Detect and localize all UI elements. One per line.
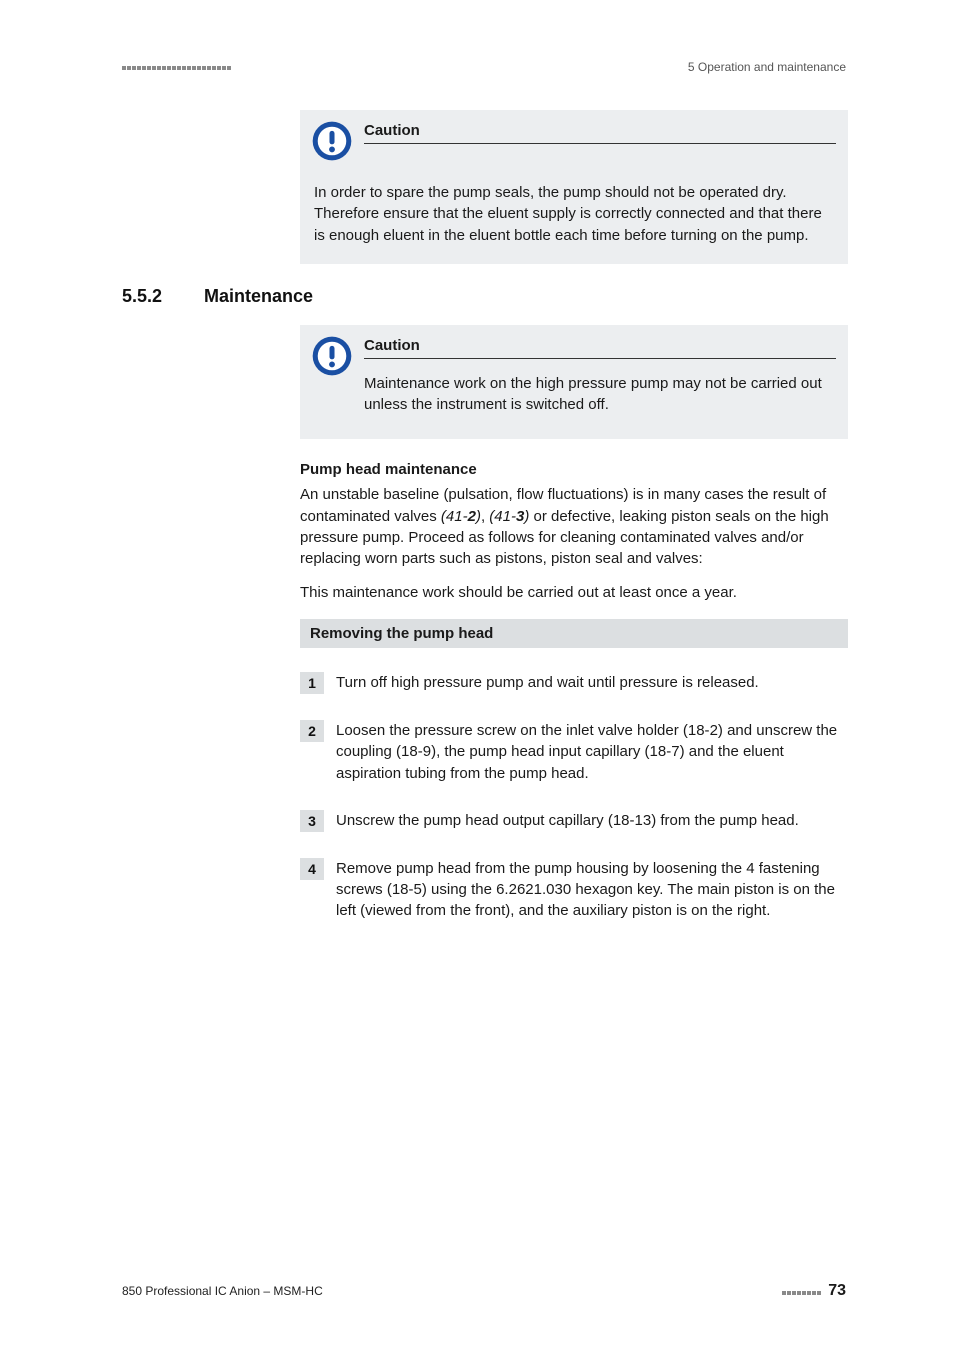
pump-head-heading: Pump head maintenance: [300, 461, 848, 478]
caution-head-2: Caution Maintenance work on the high pre…: [300, 325, 848, 426]
header-squares-left: [122, 63, 232, 72]
p1r2i: (41-: [489, 508, 516, 525]
caution-icon: [300, 118, 364, 162]
step-text-4: Remove pump head from the pump housing b…: [336, 858, 848, 922]
page-header: 5 Operation and maintenance: [122, 60, 846, 74]
page-footer: 850 Professional IC Anion – MSM-HC 73: [122, 1282, 846, 1300]
footer-left-text: 850 Professional IC Anion – MSM-HC: [122, 1284, 323, 1298]
step-4: 4 Remove pump head from the pump housing…: [300, 858, 848, 922]
s2r2i: (18-: [396, 743, 423, 760]
caution-title-2: Caution: [364, 337, 836, 359]
step-num-2: 2: [300, 720, 324, 742]
s4r1b: 5: [414, 881, 422, 898]
s2t1: Loosen the pressure screw on the inlet v…: [336, 722, 683, 739]
s3r1b: 13: [635, 812, 652, 829]
page: 5 Operation and maintenance Caution In o…: [0, 0, 954, 1350]
caution-body-2: Maintenance work on the high pressure pu…: [364, 369, 836, 420]
s2t3: , the pump head input capillary: [436, 743, 644, 760]
header-chapter-text: 5 Operation and maintenance: [688, 60, 846, 74]
content-column-2: Caution Maintenance work on the high pre…: [300, 325, 848, 922]
step-1: 1 Turn off high pressure pump and wait u…: [300, 672, 848, 694]
s3t2: from the pump head.: [656, 812, 799, 829]
p1r1b: 2: [468, 508, 476, 525]
caution2-post: .: [605, 396, 609, 413]
s2r1i: (18-: [683, 722, 710, 739]
s2r2b: 9: [423, 743, 431, 760]
footer-squares: [782, 1284, 822, 1298]
caution2-bold: instrument is switched off: [437, 396, 605, 413]
steps-header: Removing the pump head: [300, 619, 848, 648]
step-text-3: Unscrew the pump head output capillary (…: [336, 810, 848, 832]
caution-body-1: In order to spare the pump seals, the pu…: [300, 168, 848, 250]
caution-box-2: Caution Maintenance work on the high pre…: [300, 325, 848, 440]
s2r3b: 7: [671, 743, 679, 760]
caution-title-1: Caution: [364, 122, 836, 144]
footer-right: 73: [782, 1282, 846, 1300]
step-2: 2 Loosen the pressure screw on the inlet…: [300, 720, 848, 784]
pump-head-para-1: An unstable baseline (pulsation, flow fl…: [300, 484, 848, 569]
pump-head-para-2: This maintenance work should be carried …: [300, 582, 848, 603]
step-num-3: 3: [300, 810, 324, 832]
s3r1i: (18-: [608, 812, 635, 829]
page-number: 73: [828, 1282, 846, 1300]
caution-icon: [300, 333, 364, 377]
section-number: 5.5.2: [122, 286, 204, 307]
caution-head-1: Caution: [300, 110, 848, 168]
s3t1: Unscrew the pump head output capillary: [336, 812, 608, 829]
section-title: Maintenance: [204, 286, 313, 307]
s2r3i: (18-: [645, 743, 672, 760]
content-column: Caution In order to spare the pump seals…: [300, 110, 848, 264]
step-3: 3 Unscrew the pump head output capillary…: [300, 810, 848, 832]
step-num-1: 1: [300, 672, 324, 694]
step-text-2: Loosen the pressure screw on the inlet v…: [336, 720, 848, 784]
section-heading-row: 5.5.2 Maintenance: [122, 286, 846, 307]
caution-box-1: Caution In order to spare the pump seals…: [300, 110, 848, 264]
s2r1b: 2: [710, 722, 718, 739]
s4r1i: (18-: [387, 881, 414, 898]
step-num-4: 4: [300, 858, 324, 880]
step-text-1: Turn off high pressure pump and wait unt…: [336, 672, 848, 694]
p1r1i: (41-: [441, 508, 468, 525]
